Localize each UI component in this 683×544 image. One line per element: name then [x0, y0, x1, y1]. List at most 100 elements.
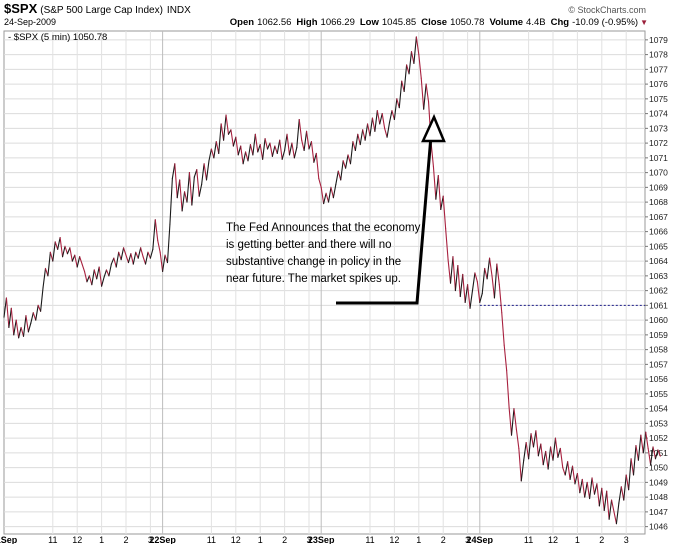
price-segment: [406, 64, 410, 75]
price-segment: [642, 431, 647, 454]
price-segment: [101, 276, 105, 287]
price-segment: [652, 446, 657, 460]
price-segment: [215, 141, 220, 154]
y-tick-label: 1048: [649, 492, 668, 502]
y-tick-label: 1055: [649, 389, 668, 399]
price-segment: [413, 36, 417, 65]
price-segment: [335, 170, 339, 185]
price-segment: [91, 269, 95, 286]
price-segment: [447, 259, 452, 284]
price-segment: [125, 254, 129, 264]
price-segment: [625, 474, 630, 491]
price-segment: [367, 123, 371, 137]
price-segment: [235, 136, 239, 156]
price-segment: [98, 266, 103, 287]
price-segment: [581, 478, 586, 498]
price-segment: [528, 433, 532, 460]
price-segment: [171, 163, 176, 180]
price-segment: [369, 117, 373, 137]
price-segment: [198, 183, 203, 197]
price-segment: [220, 123, 225, 141]
price-segment: [545, 450, 549, 470]
price-segment: [518, 447, 522, 482]
price-segment: [532, 430, 537, 448]
x-tick-label: 1: [416, 535, 421, 544]
x-tick-label: 2: [123, 535, 128, 544]
price-segment: [301, 139, 305, 152]
y-tick-label: 1064: [649, 256, 668, 266]
price-segment: [598, 487, 603, 507]
price-segment: [118, 251, 122, 261]
price-segment: [318, 177, 322, 188]
price-segment: [274, 145, 278, 154]
price-segment: [42, 267, 47, 289]
y-tick-label: 1060: [649, 315, 668, 325]
price-segment: [284, 133, 288, 152]
price-segment: [503, 344, 508, 371]
x-tick-label: 11: [207, 535, 216, 544]
price-segment: [391, 110, 395, 121]
price-segment: [64, 245, 68, 255]
price-segment: [296, 118, 300, 149]
price-segment: [454, 264, 459, 292]
price-segment: [569, 465, 574, 480]
x-tick-label: 12: [231, 535, 241, 544]
price-segment: [486, 257, 491, 280]
price-segment: [613, 511, 617, 525]
price-segment: [281, 149, 286, 160]
price-segment: [567, 461, 571, 480]
y-tick-label: 1062: [649, 286, 668, 296]
series-legend: - $SPX (5 min) 1050.78: [8, 32, 107, 43]
price-segment: [303, 130, 308, 152]
price-segment: [247, 144, 251, 162]
x-tick-label: 24Sep: [467, 535, 494, 544]
price-segment: [137, 247, 142, 259]
brand-credit: © StockCharts.com: [568, 5, 646, 15]
price-segment: [83, 270, 88, 283]
price-segment: [213, 141, 217, 159]
price-segment: [174, 163, 178, 199]
y-tick-label: 1058: [649, 345, 668, 355]
price-segment: [262, 138, 266, 160]
price-segment: [315, 152, 320, 180]
ohlc-value-close: 1050.78: [450, 17, 484, 28]
price-segment: [271, 145, 276, 157]
price-segment: [225, 114, 230, 135]
price-segment: [49, 251, 54, 262]
price-segment: [357, 133, 361, 146]
ohlc-value-high: 1066.29: [321, 17, 355, 28]
price-segment: [35, 304, 39, 321]
price-segment: [144, 251, 149, 265]
y-tick-label: 1069: [649, 182, 668, 192]
price-segment: [547, 446, 552, 470]
ohlc-value-chg: -10.09 (-0.95%): [572, 17, 638, 28]
price-segment: [22, 315, 27, 337]
price-segment: [120, 247, 125, 261]
price-segment: [362, 129, 366, 141]
price-segment: [635, 444, 639, 461]
price-segment: [632, 444, 637, 476]
price-segment: [10, 307, 15, 336]
price-segment: [445, 228, 449, 261]
price-segment: [650, 446, 654, 466]
price-segment: [286, 133, 291, 156]
price-segment: [337, 170, 342, 181]
price-segment: [540, 443, 544, 466]
price-segment: [93, 269, 98, 280]
price-segment: [647, 447, 652, 466]
price-segment: [210, 148, 215, 159]
y-tick-label: 1079: [649, 35, 668, 45]
price-segment: [596, 483, 600, 507]
ohlc-value-volume: 4.4B: [526, 17, 546, 28]
price-segment: [471, 272, 476, 292]
price-segment: [288, 142, 293, 156]
price-segment: [376, 110, 381, 125]
price-segment: [628, 458, 632, 491]
price-segment: [76, 256, 81, 268]
index-name: (S&P 500 Large Cap Index): [40, 5, 163, 16]
price-segment: [359, 129, 364, 146]
price-segment: [630, 458, 635, 476]
price-segment: [181, 191, 186, 212]
x-tick-label: 3: [624, 535, 629, 544]
x-tick-label: 23Sep: [308, 535, 335, 544]
